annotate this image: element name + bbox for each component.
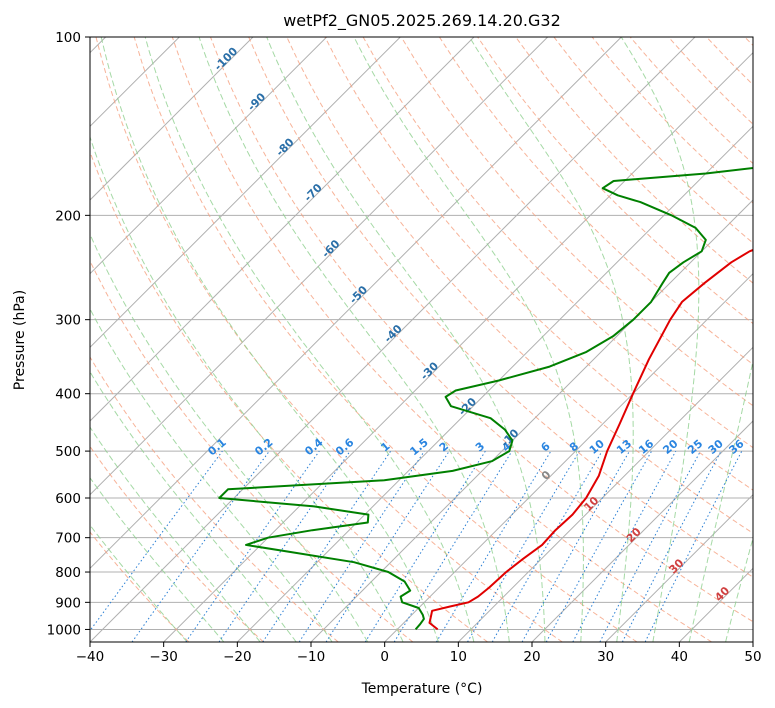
isotherm-line [164, 37, 769, 642]
dry-adiabat-line [707, 37, 775, 642]
dry-adiabat-line [0, 37, 264, 642]
isotherm-label: -100 [212, 44, 241, 73]
mixing-ratio-line [299, 451, 424, 642]
dry-adiabat-line [58, 37, 488, 642]
mixing-ratio-line [622, 451, 721, 642]
dry-adiabat-line [172, 37, 711, 642]
isotherm-line [311, 37, 775, 642]
y-tick-label: 400 [55, 387, 81, 403]
mixing-ratio-label: 10 [587, 437, 607, 457]
y-tick-label: 800 [55, 565, 81, 581]
mixing-ratio-label: 0.6 [333, 436, 357, 459]
plot-area: 0.1 0.2 0.4 0.6 1 1.5 2 3 4 6 8 10 13 16 20 25 30 36-100-… [0, 37, 775, 642]
y-axis-label: Pressure (hPa) [12, 290, 28, 390]
x-tick-label: −10 [297, 649, 326, 665]
dry-adiabat-line [20, 37, 413, 642]
x-axis-label: Temperature (°C) [361, 681, 483, 697]
mixing-ratio-label: 30 [706, 437, 726, 457]
isotherm-label: -50 [347, 283, 370, 306]
dry-adiabat-line [592, 37, 775, 642]
x-tick-label: −20 [223, 649, 252, 665]
mixing-ratio-label: 1.5 [407, 436, 430, 458]
mixing-ratio-label: 0.1 [205, 436, 228, 458]
isotherm-line [532, 37, 775, 642]
chart-title: wetPf2_GN05.2025.269.14.20.G32 [283, 11, 561, 31]
isotherm-line [0, 37, 474, 642]
curve-labels: 0.1 0.2 0.4 0.6 1 1.5 2 3 4 6 8 10 13 16 20 25 30 36-100-… [205, 44, 746, 604]
mixing-ratio-lines [82, 451, 742, 642]
isotherm-line [753, 37, 775, 642]
x-axis-ticks: −40 −30 −20 −10 0 10 20 30 40 50 [76, 642, 762, 665]
temperature-profile-line [430, 37, 775, 629]
isotherm-line [385, 37, 775, 642]
x-tick-label: 0 [380, 649, 389, 665]
dry-adiabat-line [0, 37, 189, 642]
mixing-ratio-label: 25 [685, 437, 705, 457]
mixing-ratio-line [263, 451, 391, 642]
dry-adiabat-line [668, 37, 775, 642]
moist-adiabat-line [726, 37, 775, 642]
mixing-ratio-line [600, 451, 701, 642]
mixing-ratio-line [546, 451, 651, 642]
isotherm-label: 10 [581, 494, 601, 514]
isotherm-line [16, 37, 621, 642]
dry-adiabat-line [554, 37, 775, 642]
mixing-ratio-line [436, 451, 551, 642]
mixing-ratio-label: 13 [614, 437, 634, 457]
moist-adiabat-line [689, 37, 775, 642]
mixing-ratio-line [219, 451, 350, 642]
isotherm-line [0, 37, 400, 642]
isotherm-line [458, 37, 775, 642]
isotherm-line [0, 37, 253, 642]
moist-adiabat-line [64, 37, 403, 642]
isotherm-label: -90 [245, 90, 268, 113]
isotherm-label: -60 [319, 237, 342, 260]
x-tick-label: −30 [149, 649, 178, 665]
y-tick-label: 700 [55, 531, 81, 547]
pressure-gridlines [90, 37, 753, 629]
y-tick-label: 600 [55, 491, 81, 507]
isotherm-label: -80 [273, 135, 296, 158]
mixing-ratio-label: 2 [437, 440, 451, 455]
mixing-ratio-label: 0.2 [252, 436, 275, 458]
moist-adiabat-line [0, 37, 260, 642]
isotherm-label: 30 [666, 556, 686, 576]
y-tick-label: 100 [55, 30, 81, 46]
dry-adiabat-line [363, 37, 775, 642]
moist-adiabat-line [0, 37, 187, 642]
x-tick-label: 10 [450, 649, 467, 665]
isotherm-line [0, 37, 327, 642]
y-axis-ticks: 100 200 300 400 500 600 700 800 900 1000 [47, 30, 90, 638]
isotherm-line [679, 37, 775, 642]
mixing-ratio-label: 20 [660, 437, 680, 457]
mixing-ratio-label: 36 [726, 437, 746, 457]
moist-adiabat-line [33, 37, 368, 642]
mixing-ratio-line [573, 451, 676, 642]
x-tick-label: 50 [744, 649, 761, 665]
y-tick-label: 1000 [47, 622, 81, 638]
x-tick-label: 30 [597, 649, 614, 665]
mixing-ratio-label: 6 [538, 439, 552, 454]
isotherm-label: -40 [382, 322, 405, 345]
isotherm-label: -70 [302, 181, 325, 204]
y-tick-label: 200 [55, 208, 81, 224]
mixing-ratio-line [82, 451, 223, 642]
y-tick-label: 500 [55, 444, 81, 460]
dry-adiabat-line [516, 37, 775, 642]
isotherm-line [237, 37, 775, 642]
isotherm-label: 20 [624, 525, 644, 545]
y-tick-label: 900 [55, 595, 81, 611]
x-tick-label: 20 [523, 649, 540, 665]
isotherm-label: 40 [712, 584, 732, 604]
dry-adiabat-line [478, 37, 775, 642]
x-tick-label: −40 [76, 649, 105, 665]
mixing-ratio-label: 16 [636, 437, 656, 457]
y-tick-label: 300 [55, 313, 81, 329]
x-tick-label: 40 [671, 649, 688, 665]
mixing-ratio-label: 0.4 [302, 436, 326, 459]
